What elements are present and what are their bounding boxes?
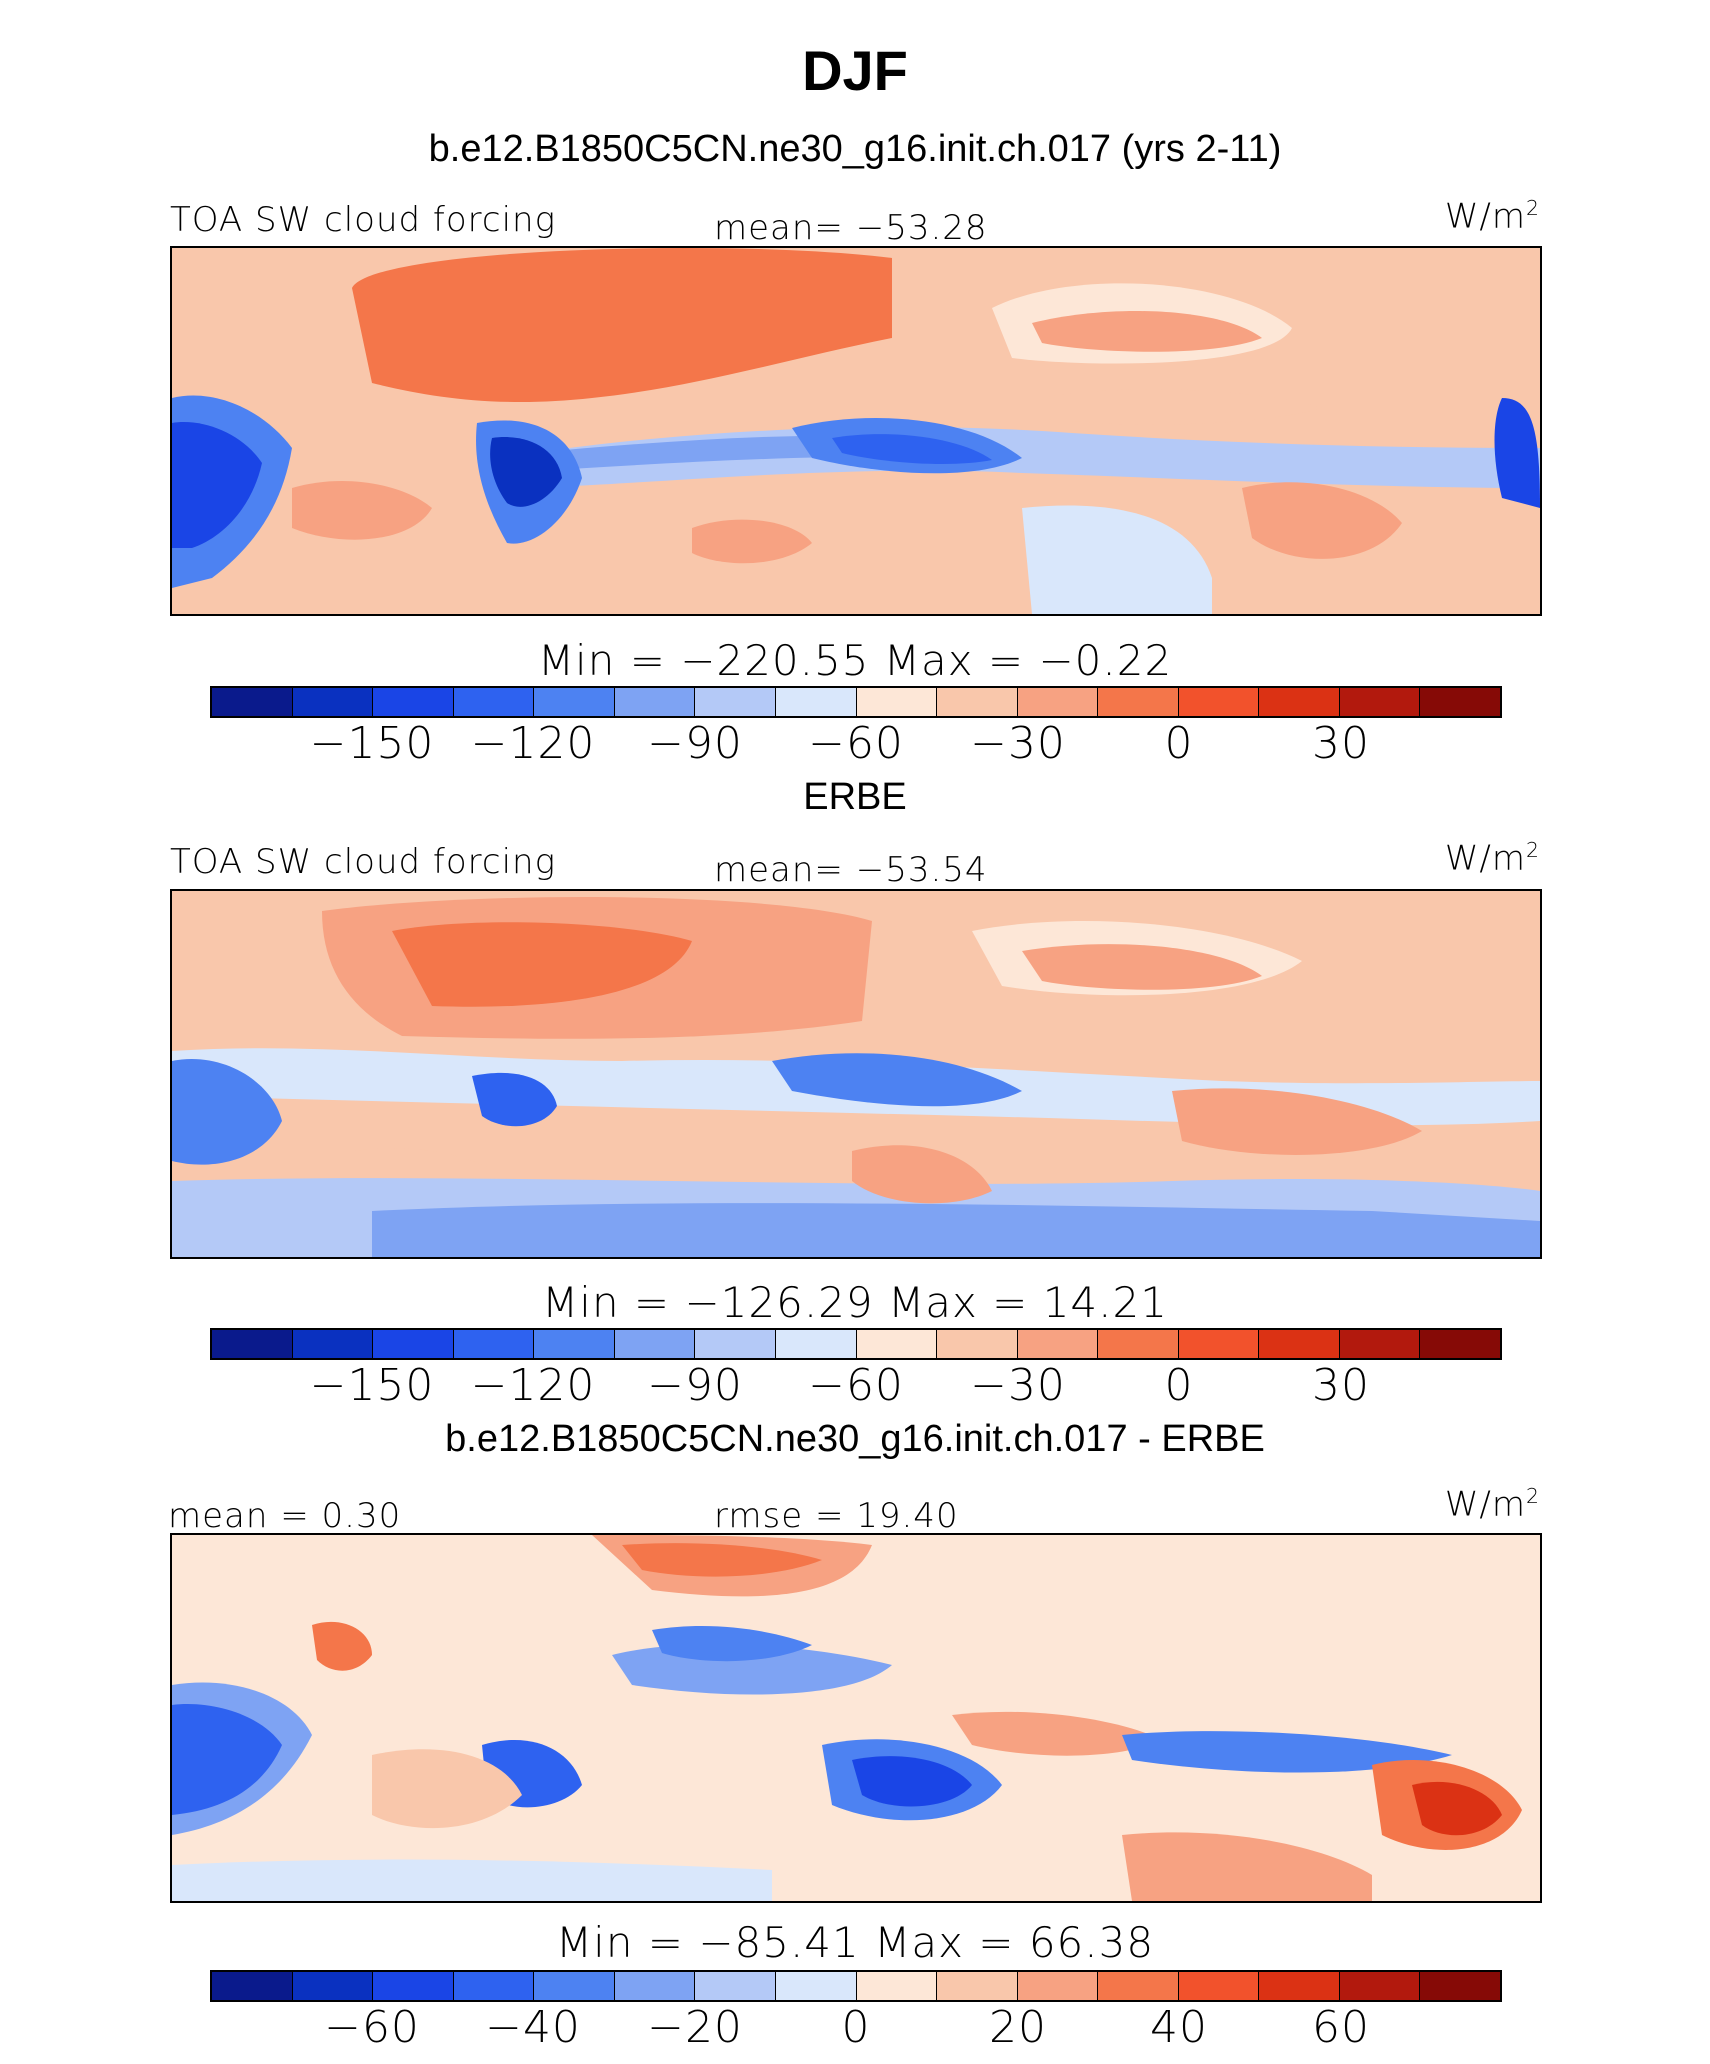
panel-1-tick: −150 bbox=[309, 718, 435, 769]
panel-2-minmax: Min = −126.29 Max = 14.21 bbox=[542, 1278, 1168, 1327]
colorbar-swatch bbox=[1098, 1972, 1179, 2000]
panel-3-tick: −60 bbox=[324, 2002, 420, 2053]
panel-3-contour-field bbox=[172, 1535, 1540, 1901]
panel-2-map bbox=[170, 889, 1542, 1259]
panel-1-mean-label: mean= −53.28 bbox=[714, 208, 988, 248]
panel-3-tick: −40 bbox=[485, 2002, 581, 2053]
panel-3-rmse-label: rmse = 19.40 bbox=[714, 1496, 959, 1536]
panel-1-colorbar bbox=[210, 686, 1502, 718]
colorbar-swatch bbox=[856, 688, 938, 716]
colorbar-swatch bbox=[695, 1972, 776, 2000]
colorbar-swatch bbox=[453, 688, 535, 716]
colorbar-swatch bbox=[292, 1330, 374, 1358]
colorbar-swatch bbox=[453, 1330, 535, 1358]
colorbar-swatch bbox=[373, 1972, 454, 2000]
panel-3-tick: 20 bbox=[989, 2002, 1047, 2053]
colorbar-swatch bbox=[775, 1330, 857, 1358]
colorbar-swatch bbox=[1017, 1972, 1099, 2000]
colorbar-swatch bbox=[1098, 1330, 1179, 1358]
panel-1-tick: −120 bbox=[470, 718, 596, 769]
colorbar-swatch bbox=[614, 1330, 696, 1358]
colorbar-swatch bbox=[856, 1330, 938, 1358]
colorbar-swatch bbox=[212, 688, 293, 716]
colorbar-swatch bbox=[1420, 1972, 1500, 2000]
colorbar-swatch bbox=[1259, 688, 1340, 716]
panel-1-tick: −90 bbox=[647, 718, 743, 769]
colorbar-swatch bbox=[614, 1972, 696, 2000]
panel-3-tick: −20 bbox=[647, 2002, 743, 2053]
panel-3-tick: 60 bbox=[1312, 2002, 1370, 2053]
colorbar-swatch bbox=[775, 688, 857, 716]
colorbar-swatch bbox=[937, 688, 1018, 716]
panel-2-mean-label: mean= −53.54 bbox=[714, 850, 988, 890]
colorbar-swatch bbox=[614, 688, 696, 716]
figure-title: DJF bbox=[802, 39, 908, 102]
colorbar-swatch bbox=[534, 1330, 615, 1358]
panel-1-subtitle: b.e12.B1850C5CN.ne30_g16.init.ch.017 (yr… bbox=[428, 128, 1282, 170]
panel-1-tick: −30 bbox=[970, 718, 1066, 769]
colorbar-swatch bbox=[695, 1330, 776, 1358]
colorbar-swatch bbox=[212, 1972, 293, 2000]
panel-1-map bbox=[170, 246, 1542, 616]
colorbar-swatch bbox=[937, 1972, 1018, 2000]
colorbar-swatch bbox=[1017, 1330, 1099, 1358]
panel-1-variable-label: TOA SW cloud forcing bbox=[170, 200, 556, 240]
colorbar-swatch bbox=[1098, 688, 1179, 716]
panel-2-tick: −150 bbox=[309, 1360, 435, 1411]
panel-2-tick: −90 bbox=[647, 1360, 743, 1411]
colorbar-swatch bbox=[1339, 688, 1421, 716]
panel-1-tick: 0 bbox=[1164, 718, 1194, 769]
colorbar-swatch bbox=[1178, 1330, 1260, 1358]
colorbar-swatch bbox=[292, 688, 374, 716]
colorbar-swatch bbox=[292, 1972, 374, 2000]
colorbar-swatch bbox=[1259, 1330, 1340, 1358]
panel-2-subtitle: ERBE bbox=[803, 776, 907, 818]
panel-2-variable-label: TOA SW cloud forcing bbox=[170, 842, 556, 882]
panel-2-tick: −120 bbox=[470, 1360, 596, 1411]
colorbar-swatch bbox=[453, 1972, 535, 2000]
panel-1-tick: 30 bbox=[1312, 718, 1370, 769]
panel-2-tick: −60 bbox=[808, 1360, 904, 1411]
colorbar-swatch bbox=[695, 688, 776, 716]
panel-3-map bbox=[170, 1533, 1542, 1903]
colorbar-swatch bbox=[1339, 1972, 1421, 2000]
panel-1-minmax: Min = −220.55 Max = −0.22 bbox=[537, 636, 1173, 685]
colorbar-swatch bbox=[1017, 688, 1099, 716]
colorbar-swatch bbox=[1339, 1330, 1421, 1358]
panel-3-minmax: Min = −85.41 Max = 66.38 bbox=[555, 1918, 1155, 1967]
panel-3-units-label: W/m2 bbox=[1444, 1484, 1540, 1525]
colorbar-swatch bbox=[775, 1972, 857, 2000]
colorbar-swatch bbox=[212, 1330, 293, 1358]
panel-1-tick: −60 bbox=[808, 718, 904, 769]
colorbar-swatch bbox=[534, 1972, 615, 2000]
colorbar-swatch bbox=[373, 1330, 454, 1358]
colorbar-swatch bbox=[534, 688, 615, 716]
panel-2-colorbar bbox=[210, 1328, 1502, 1360]
colorbar-swatch bbox=[937, 1330, 1018, 1358]
colorbar-swatch bbox=[1420, 688, 1500, 716]
panel-2-tick: −30 bbox=[970, 1360, 1066, 1411]
panel-3-colorbar bbox=[210, 1970, 1502, 2002]
panel-1-units-label: W/m2 bbox=[1444, 196, 1540, 237]
colorbar-swatch bbox=[1178, 1972, 1260, 2000]
colorbar-swatch bbox=[1420, 1330, 1500, 1358]
panel-3-tick: 0 bbox=[841, 2002, 871, 2053]
panel-3-mean-label: mean = 0.30 bbox=[168, 1496, 402, 1536]
panel-2-tick: 30 bbox=[1312, 1360, 1370, 1411]
panel-2-tick: 0 bbox=[1164, 1360, 1194, 1411]
panel-2-units-label: W/m2 bbox=[1444, 838, 1540, 879]
colorbar-swatch bbox=[1178, 688, 1260, 716]
panel-1-contour-field bbox=[172, 248, 1540, 614]
colorbar-swatch bbox=[373, 688, 454, 716]
colorbar-swatch bbox=[1259, 1972, 1340, 2000]
panel-2-contour-field bbox=[172, 891, 1540, 1257]
colorbar-swatch bbox=[856, 1972, 938, 2000]
panel-3-tick: 40 bbox=[1150, 2002, 1208, 2053]
panel-3-subtitle: b.e12.B1850C5CN.ne30_g16.init.ch.017 - E… bbox=[445, 1418, 1265, 1460]
